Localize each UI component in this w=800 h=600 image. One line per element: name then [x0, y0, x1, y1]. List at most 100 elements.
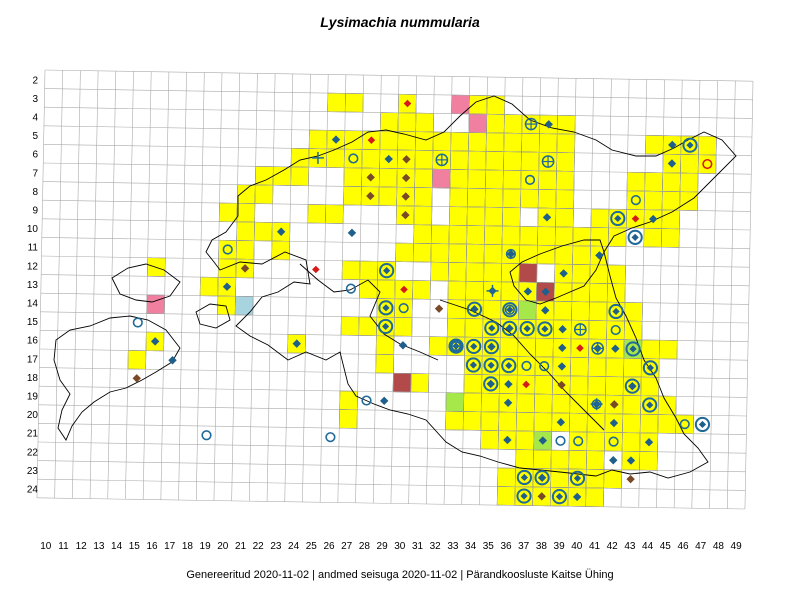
- marker-ring: [524, 174, 536, 185]
- marker-ring-diamond-core: [523, 325, 531, 333]
- marker-diamond-blue: [559, 269, 568, 278]
- x-axis-label: 10: [40, 541, 52, 552]
- marker-diamond-blue: [542, 213, 552, 222]
- cell-yellow: [254, 184, 274, 205]
- cell-lightgreen: [445, 392, 465, 412]
- y-axis-label: 5: [32, 131, 38, 142]
- cell-yellow: [555, 189, 575, 209]
- cell-yellow: [480, 392, 500, 413]
- cell-yellow: [430, 243, 450, 263]
- cell-yellow: [235, 240, 255, 260]
- cell-yellow: [590, 227, 609, 247]
- cell-yellow: [413, 224, 432, 244]
- cell-yellow: [218, 202, 238, 223]
- cell-yellow: [413, 205, 433, 226]
- marker-diamond-red: [403, 99, 412, 108]
- grid-hline: [37, 441, 747, 454]
- marker-diamond-brown: [626, 474, 635, 484]
- grid-vline: [160, 71, 170, 500]
- x-axis-label: 27: [341, 541, 353, 552]
- grid-vline: [620, 79, 630, 508]
- cell-yellow: [515, 449, 534, 469]
- marker-diamond-brown: [402, 155, 411, 164]
- cell-yellow: [503, 132, 523, 153]
- cell-pink: [146, 294, 165, 315]
- cell-yellow: [571, 301, 590, 321]
- marker-ring: [398, 303, 409, 314]
- y-axis-label: 10: [27, 224, 39, 235]
- marker-ring-diamond-core: [614, 214, 622, 223]
- cell-yellow: [361, 149, 381, 169]
- cell-yellow: [449, 206, 468, 226]
- marker-diamond-blue: [595, 251, 604, 260]
- cell-yellow: [412, 243, 432, 263]
- marker-ring-diamond: [465, 357, 481, 373]
- y-axis-label: 6: [32, 150, 38, 161]
- cell-yellow: [272, 166, 292, 186]
- grid-hline: [40, 292, 749, 305]
- cell-yellow: [375, 354, 395, 374]
- marker-ring-diamond: [534, 470, 550, 486]
- x-axis-label: 20: [217, 541, 229, 552]
- grid-vline: [673, 80, 683, 508]
- cell-yellow: [604, 432, 623, 452]
- cell-yellow: [343, 186, 362, 206]
- grid-vline: [266, 73, 276, 502]
- marker-ring-diamond-core: [698, 420, 707, 429]
- marker-diamond-blue: [331, 135, 341, 144]
- marker-ring-diamond: [642, 360, 659, 376]
- cell-darkred: [392, 372, 412, 393]
- x-axis-label: 24: [288, 541, 300, 552]
- cell-yellow: [534, 393, 553, 414]
- cell-yellow: [571, 264, 591, 284]
- x-axis-label: 15: [129, 541, 141, 552]
- cell-yellow: [534, 356, 554, 376]
- cell-yellow: [464, 318, 484, 338]
- x-axis-label: 23: [270, 541, 282, 552]
- marker-ring-diamond-core: [487, 343, 496, 351]
- cell-yellow: [484, 206, 504, 227]
- marker-ring-red: [702, 158, 713, 170]
- marker-ring-diamond-core: [538, 474, 546, 482]
- cell-yellow: [463, 374, 483, 394]
- x-axis-label: 34: [465, 541, 477, 552]
- cell-yellow: [449, 187, 468, 208]
- marker-ring: [505, 248, 517, 260]
- x-axis-label: 16: [146, 541, 158, 552]
- cell-yellow: [325, 204, 344, 224]
- marker-ring-diamond: [379, 263, 395, 279]
- cell-yellow: [569, 412, 588, 433]
- cell-yellow: [496, 486, 516, 506]
- grid-hline: [39, 348, 748, 361]
- grid-vline: [408, 75, 417, 504]
- cell-yellow: [499, 337, 519, 357]
- grid-vline: [89, 70, 99, 499]
- cell-yellow: [569, 375, 589, 396]
- marker-diamond-blue: [168, 356, 177, 365]
- marker-ring: [361, 395, 372, 406]
- cell-yellow: [448, 224, 468, 245]
- marker-diamond-blue: [506, 249, 516, 259]
- y-axis-label: 22: [27, 447, 39, 458]
- marker-ring-diamond-core: [469, 361, 477, 369]
- cell-yellow: [641, 339, 660, 360]
- grid-vline: [603, 78, 612, 507]
- grid-vline: [496, 77, 506, 506]
- marker-diamond-brown: [366, 173, 375, 182]
- cell-yellow: [397, 112, 417, 132]
- cell-yellow: [341, 260, 361, 280]
- cell-yellow: [605, 376, 624, 396]
- grid-hline: [42, 199, 751, 212]
- cell-yellow: [605, 357, 625, 378]
- cell-yellow: [307, 204, 327, 224]
- marker-ring: [610, 324, 621, 336]
- y-axis-label: 24: [27, 485, 39, 496]
- x-axis-label: 48: [713, 541, 725, 552]
- cell-yellow: [484, 225, 503, 245]
- marker-ring: [539, 361, 550, 372]
- y-axis-label: 15: [27, 317, 39, 328]
- marker-ring-diamond-core: [488, 324, 496, 332]
- cell-yellow: [622, 413, 641, 434]
- cell-yellow: [520, 170, 540, 190]
